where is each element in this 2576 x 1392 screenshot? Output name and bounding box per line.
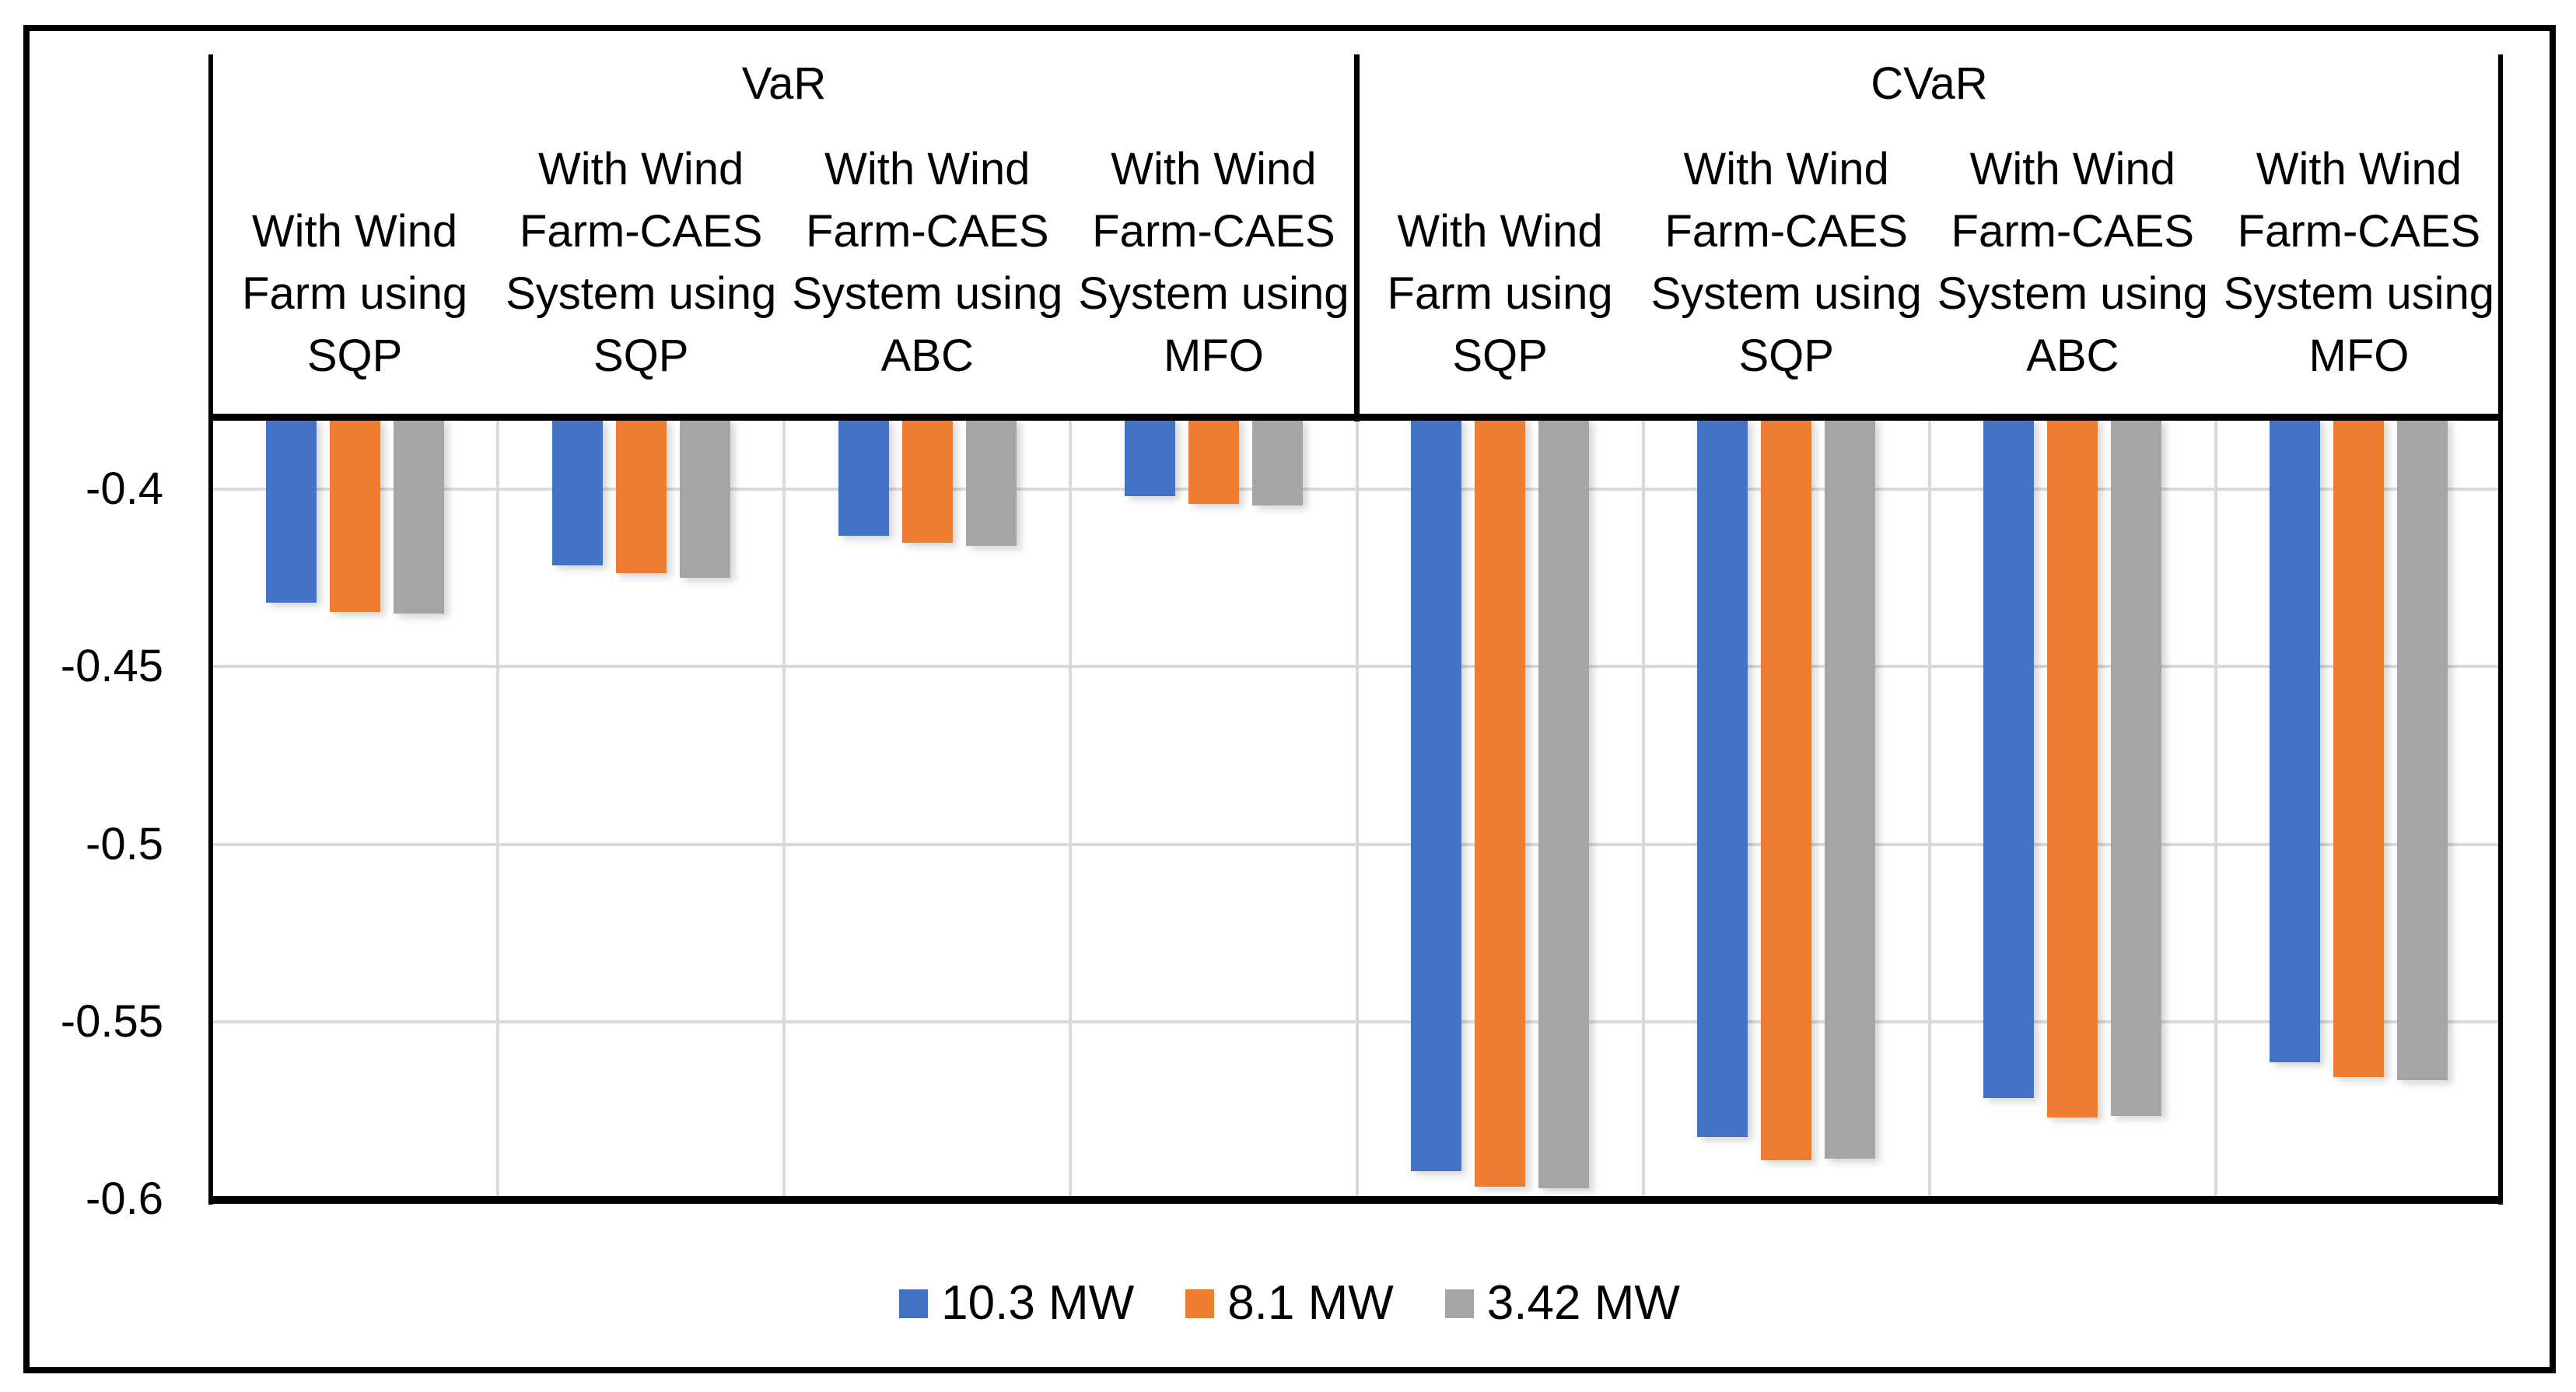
v-gridline: [1641, 418, 1645, 1199]
y-tick-label--0.5: -0.5: [86, 818, 163, 869]
v-gridline: [496, 418, 500, 1199]
plot-right-border: [2498, 54, 2503, 1205]
legend-label: 10.3 MW: [941, 1276, 1135, 1330]
category-label-line: System using: [1650, 268, 1922, 319]
legend-label: 8.1 MW: [1227, 1276, 1394, 1330]
category-label-line: SQP: [306, 331, 403, 381]
v-gridline: [1927, 418, 1931, 1199]
bar-3.42MW-cat7: [2111, 418, 2162, 1116]
legend-swatch-icon: [1185, 1289, 1215, 1318]
category-label-line: With Wind: [824, 144, 1031, 194]
bar-3.42MW-cat8: [2397, 418, 2448, 1081]
bar-3.42MW-cat3: [965, 418, 1017, 547]
category-header: VaR CVaR With Wind Farm using SQP With Wind…: [30, 31, 2550, 1367]
bar-3.42MW-cat2: [679, 418, 730, 579]
category-label-line: SQP: [1738, 331, 1834, 381]
category-label-line: With Wind: [1683, 144, 1889, 194]
x-axis-line: [209, 1196, 2503, 1204]
bar-8.1MW-cat1: [329, 418, 380, 612]
bar-3.42MW-cat4: [1251, 418, 1303, 505]
category-label: With Wind Farm using SQP: [1357, 54, 1643, 418]
bar-8.1MW-cat7: [2047, 418, 2098, 1117]
legend: 10.3 MW 8.1 MW 3.42 MW: [30, 1274, 2550, 1333]
bar-8.1MW-cat8: [2333, 418, 2385, 1077]
category-label-line: Farm-CAES: [1951, 206, 2195, 257]
category-label-line: With Wind: [251, 206, 458, 257]
chart-figure: -0.4 -0.45 -0.5 -0.55 -0.6 VaR CVaR With Win…: [23, 25, 2556, 1373]
category-label-line: Farm-CAES: [1664, 206, 1908, 257]
v-gridline: [1069, 418, 1073, 1199]
bar-3.42MW-cat1: [393, 418, 444, 614]
v-gridline: [2214, 418, 2217, 1199]
bar-10.3MW-cat2: [551, 418, 603, 566]
category-label-line: With Wind: [538, 144, 744, 194]
bar-10.3MW-cat6: [1697, 418, 1748, 1138]
category-label-line: System using: [506, 268, 777, 319]
plot-area: [212, 418, 2502, 1199]
category-label-line: With Wind: [1969, 144, 2175, 194]
legend-swatch-icon: [899, 1289, 929, 1318]
bar-3.42MW-cat6: [1825, 418, 1876, 1159]
legend-item-10.3MW: 10.3 MW: [899, 1276, 1134, 1331]
category-label: With Wind Farm-CAES System using MFO: [2216, 54, 2502, 418]
bar-8.1MW-cat4: [1188, 418, 1239, 504]
plot-top-border: [209, 414, 2503, 421]
category-label-line: Farm using: [1387, 268, 1613, 319]
y-tick-label--0.6: -0.6: [86, 1173, 163, 1224]
bar-10.3MW-cat3: [838, 418, 889, 536]
category-label-line: SQP: [1452, 331, 1548, 381]
v-gridline: [1355, 418, 1359, 1199]
bar-8.1MW-cat5: [1475, 418, 1526, 1187]
category-label-line: System using: [1078, 268, 1349, 319]
bar-10.3MW-cat4: [1124, 418, 1175, 497]
y-tick-label--0.4: -0.4: [86, 463, 163, 515]
bar-8.1MW-cat6: [1761, 418, 1812, 1160]
legend-label: 3.42 MW: [1486, 1276, 1680, 1330]
category-label-line: ABC: [2026, 331, 2119, 381]
category-label-line: System using: [1937, 268, 2208, 319]
category-label-line: Farm-CAES: [519, 206, 763, 257]
category-label: With Wind Farm-CAES System using SQP: [498, 54, 784, 418]
category-label-line: System using: [792, 268, 1063, 319]
category-label-line: MFO: [1164, 331, 1264, 381]
category-label-line: With Wind: [2256, 144, 2462, 194]
y-axis: -0.4 -0.45 -0.5 -0.55 -0.6: [30, 31, 2550, 1367]
bar-8.1MW-cat2: [615, 418, 667, 573]
y-axis-line: [208, 54, 213, 1205]
category-label-line: Farm-CAES: [2237, 206, 2481, 257]
bar-10.3MW-cat5: [1411, 418, 1462, 1171]
bar-10.3MW-cat8: [2270, 418, 2321, 1063]
y-tick-label--0.55: -0.55: [60, 995, 163, 1047]
category-label-line: System using: [2223, 268, 2495, 319]
category-label-line: MFO: [2308, 331, 2410, 381]
category-label: With Wind Farm-CAES System using MFO: [1070, 54, 1356, 418]
category-label: With Wind Farm-CAES System using SQP: [1643, 54, 1930, 418]
section-title-cvar: CVaR: [1871, 58, 1988, 109]
y-tick-label--0.45: -0.45: [60, 641, 163, 692]
category-label: With Wind Farm-CAES System using ABC: [784, 54, 1070, 418]
legend-item-3.42MW: 3.42 MW: [1444, 1276, 1680, 1331]
category-label: With Wind Farm using SQP: [212, 54, 498, 418]
category-label-line: Farm using: [242, 268, 468, 319]
bar-3.42MW-cat5: [1538, 418, 1590, 1189]
category-label-line: ABC: [880, 331, 974, 381]
bar-8.1MW-cat3: [901, 418, 953, 543]
category-label-line: With Wind: [1111, 144, 1317, 194]
bar-10.3MW-cat7: [1983, 418, 2035, 1098]
category-label-line: With Wind: [1397, 206, 1603, 257]
section-title-var: VaR: [741, 58, 827, 109]
category-label-line: Farm-CAES: [1092, 206, 1335, 257]
category-label-line: Farm-CAES: [806, 206, 1049, 257]
bar-10.3MW-cat1: [265, 418, 317, 603]
var-cvar-divider-line: [1354, 54, 1360, 421]
category-label: With Wind Farm-CAES System using ABC: [1930, 54, 2216, 418]
legend-swatch-icon: [1444, 1289, 1474, 1318]
category-label-line: SQP: [593, 331, 689, 381]
v-gridline: [782, 418, 786, 1199]
legend-item-8.1MW: 8.1 MW: [1185, 1276, 1394, 1331]
